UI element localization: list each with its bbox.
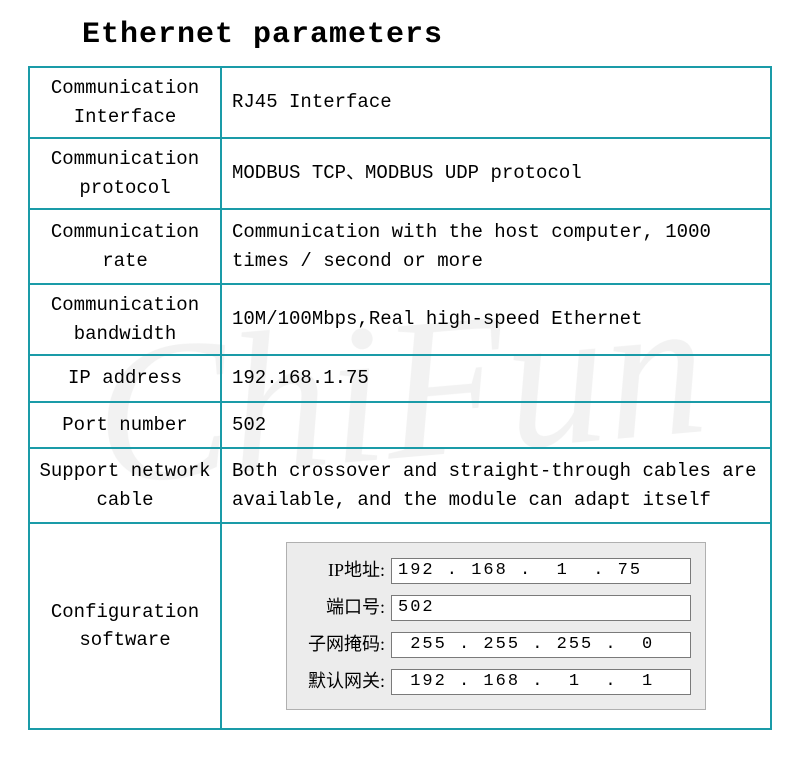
table-row: IP address 192.168.1.75 xyxy=(29,355,771,402)
page-title: Ethernet parameters xyxy=(82,18,772,52)
row-label: Port number xyxy=(29,402,221,449)
table-row: Communication rate Communication with th… xyxy=(29,209,771,284)
port-field[interactable] xyxy=(391,595,691,621)
config-software-cell: IP地址: 端口号: 子网掩码: 默认网关: xyxy=(221,523,771,729)
table-row: Communication bandwidth 10M/100Mbps,Real… xyxy=(29,284,771,355)
table-row: Communication protocol MODBUS TCP、MODBUS… xyxy=(29,138,771,209)
row-value: MODBUS TCP、MODBUS UDP protocol xyxy=(221,138,771,209)
config-row-port: 端口号: xyxy=(301,594,691,621)
row-label: Communication bandwidth xyxy=(29,284,221,355)
table-row: Communication Interface RJ45 Interface xyxy=(29,67,771,138)
row-value: 10M/100Mbps,Real high-speed Ethernet xyxy=(221,284,771,355)
row-value: 502 xyxy=(221,402,771,449)
row-value: RJ45 Interface xyxy=(221,67,771,138)
table-row: Port number 502 xyxy=(29,402,771,449)
row-label: Support network cable xyxy=(29,448,221,523)
row-label: Communication protocol xyxy=(29,138,221,209)
ip-address-field[interactable] xyxy=(391,558,691,584)
config-row-ip: IP地址: xyxy=(301,557,691,584)
row-value: Both crossover and straight-through cabl… xyxy=(221,448,771,523)
config-row-gateway: 默认网关: xyxy=(301,668,691,695)
config-label: 端口号: xyxy=(301,594,391,621)
config-label: IP地址: xyxy=(301,557,391,584)
row-value: Communication with the host computer, 10… xyxy=(221,209,771,284)
config-panel: IP地址: 端口号: 子网掩码: 默认网关: xyxy=(286,542,706,710)
default-gateway-field[interactable] xyxy=(391,669,691,695)
table-row-config: Configuration software IP地址: 端口号: 子网掩码: xyxy=(29,523,771,729)
config-label: 默认网关: xyxy=(301,668,391,695)
row-label: Configuration software xyxy=(29,523,221,729)
config-row-subnet: 子网掩码: xyxy=(301,631,691,658)
config-label: 子网掩码: xyxy=(301,631,391,658)
row-label: IP address xyxy=(29,355,221,402)
row-label: Communication rate xyxy=(29,209,221,284)
row-value: 192.168.1.75 xyxy=(221,355,771,402)
subnet-mask-field[interactable] xyxy=(391,632,691,658)
row-label: Communication Interface xyxy=(29,67,221,138)
spec-table: Communication Interface RJ45 Interface C… xyxy=(28,66,772,730)
table-row: Support network cable Both crossover and… xyxy=(29,448,771,523)
